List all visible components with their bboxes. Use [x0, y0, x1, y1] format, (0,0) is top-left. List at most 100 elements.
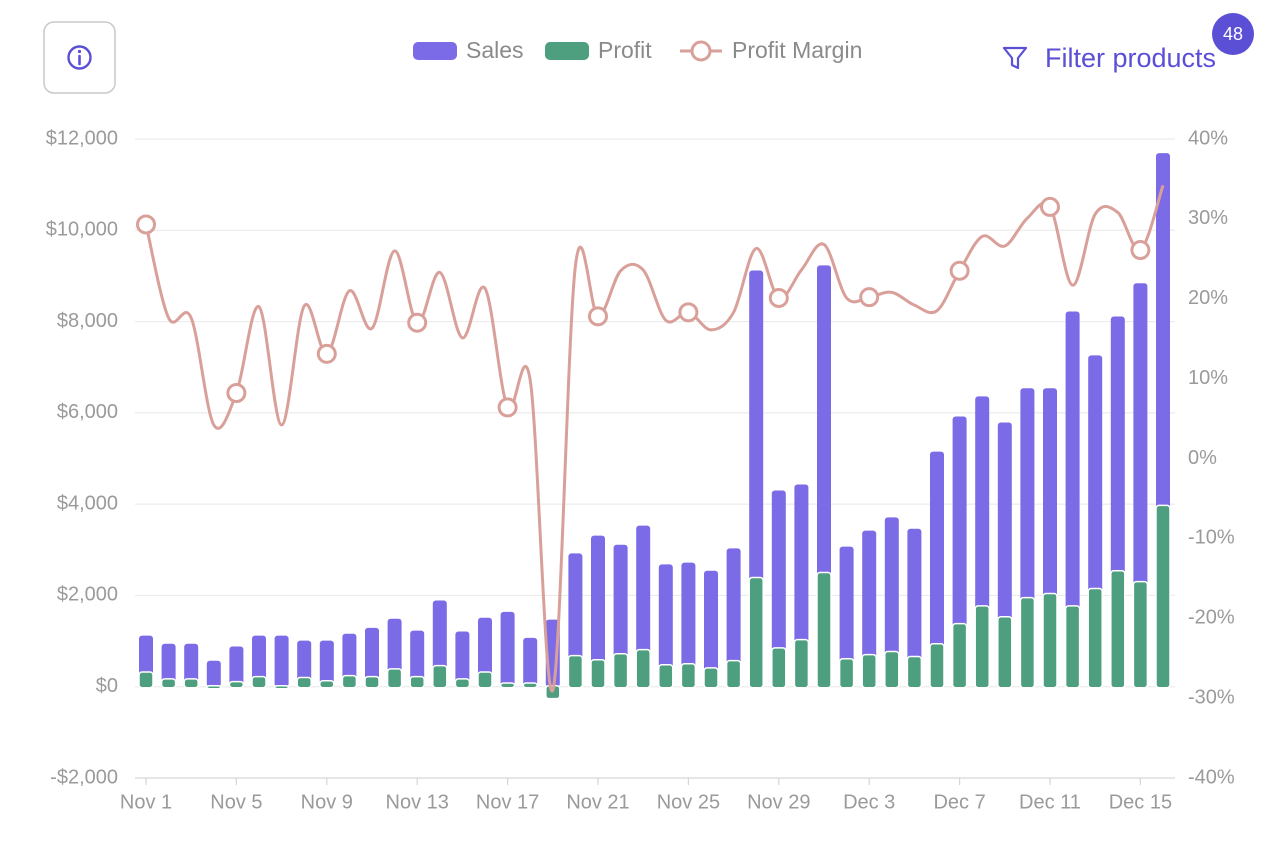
y2-tick-label: -20% — [1188, 607, 1235, 629]
y2-tick-label: -40% — [1188, 766, 1235, 788]
margin-line — [144, 184, 1165, 693]
bar — [454, 678, 471, 689]
x-tick-label: Nov 1 — [120, 791, 172, 813]
margin-marker — [588, 306, 608, 327]
bar — [522, 682, 538, 689]
filter-label[interactable]: Filter products — [1045, 43, 1216, 73]
bar — [1019, 596, 1036, 689]
legend-swatch-marker — [690, 40, 712, 62]
bar — [341, 674, 358, 689]
filter-button[interactable]: Filter products 48 — [1002, 13, 1254, 73]
bar — [929, 642, 945, 689]
y-tick-label: $10,000 — [46, 219, 118, 241]
bar — [229, 646, 244, 687]
x-tick-label: Dec 11 — [1019, 791, 1081, 813]
filter-badge — [1212, 13, 1254, 55]
bar — [273, 684, 290, 690]
bar — [703, 667, 719, 689]
bar — [523, 637, 538, 687]
x-tick-label: Nov 29 — [747, 791, 810, 813]
bar — [658, 663, 674, 689]
y-tick-label: -$2,000 — [50, 766, 118, 788]
filter-icon[interactable] — [1002, 46, 1028, 70]
bar — [997, 616, 1013, 689]
y-tick-label: $0 — [96, 675, 118, 697]
info-button[interactable] — [43, 21, 116, 94]
bar — [930, 451, 944, 687]
y2-tick-label: 0% — [1188, 447, 1217, 469]
y2-tick-label: -30% — [1188, 686, 1235, 708]
margin-marker — [136, 214, 156, 235]
x-tick-label: Dec 15 — [1109, 791, 1172, 813]
bar — [274, 635, 289, 687]
bar — [951, 622, 968, 689]
legend-label: Sales — [466, 37, 524, 63]
bar — [816, 571, 832, 689]
y-tick-label: $4,000 — [57, 492, 118, 514]
bar — [386, 668, 403, 689]
bar — [861, 653, 877, 689]
bar — [568, 553, 583, 687]
bar — [1087, 587, 1103, 689]
legend-label: Profit Margin — [732, 37, 862, 63]
x-tick-label: Nov 21 — [566, 791, 629, 813]
bar — [206, 660, 221, 687]
margin-marker — [949, 260, 970, 281]
bar — [771, 490, 786, 687]
bar — [478, 617, 492, 687]
bar — [160, 678, 177, 689]
bar — [297, 640, 312, 687]
legend-swatch — [545, 42, 589, 60]
bar — [342, 633, 357, 687]
margin-marker — [497, 397, 518, 418]
info-icon-dot[interactable] — [77, 49, 82, 54]
bar — [228, 680, 245, 689]
bar — [183, 678, 199, 689]
bar — [364, 675, 380, 689]
bar — [184, 643, 199, 687]
bar — [410, 630, 425, 687]
bar — [591, 535, 605, 687]
y-tick-label: $2,000 — [57, 584, 118, 606]
bar — [319, 679, 335, 689]
bar — [952, 416, 967, 687]
bar — [907, 528, 922, 687]
bar — [477, 671, 493, 689]
info-icon[interactable] — [67, 45, 92, 70]
margin-marker — [678, 302, 699, 323]
bar — [365, 627, 379, 687]
margin-marker — [768, 287, 789, 308]
bar — [409, 675, 425, 689]
bar — [862, 530, 877, 687]
bar — [161, 643, 176, 687]
bar — [251, 675, 267, 689]
bar — [296, 676, 312, 689]
x-tick-label: Dec 3 — [843, 791, 895, 813]
bar — [567, 654, 584, 689]
bar — [838, 658, 855, 689]
margin-marker — [859, 287, 880, 308]
y-tick-label: $12,000 — [46, 127, 118, 149]
filter-badge-count: 48 — [1223, 24, 1243, 44]
bar — [906, 655, 923, 689]
margin-marker — [1040, 196, 1060, 217]
bar — [771, 647, 787, 689]
x-tick-label: Nov 13 — [386, 791, 449, 813]
margin-marker — [316, 343, 337, 364]
legend-swatch — [413, 42, 457, 60]
legend-label: Profit — [598, 37, 652, 63]
y2-tick-label: 30% — [1188, 207, 1228, 229]
x-tick-label: Nov 9 — [301, 791, 353, 813]
bar — [680, 663, 697, 689]
y2-tick-label: 40% — [1188, 127, 1228, 149]
bar — [839, 546, 854, 687]
x-tick-label: Nov 5 — [210, 791, 262, 813]
bar — [612, 653, 629, 689]
bar — [1132, 580, 1149, 689]
x-tick-label: Nov 17 — [476, 791, 539, 813]
bar — [658, 564, 673, 687]
bar — [499, 682, 516, 689]
bar — [726, 548, 741, 687]
bar — [1110, 569, 1126, 689]
